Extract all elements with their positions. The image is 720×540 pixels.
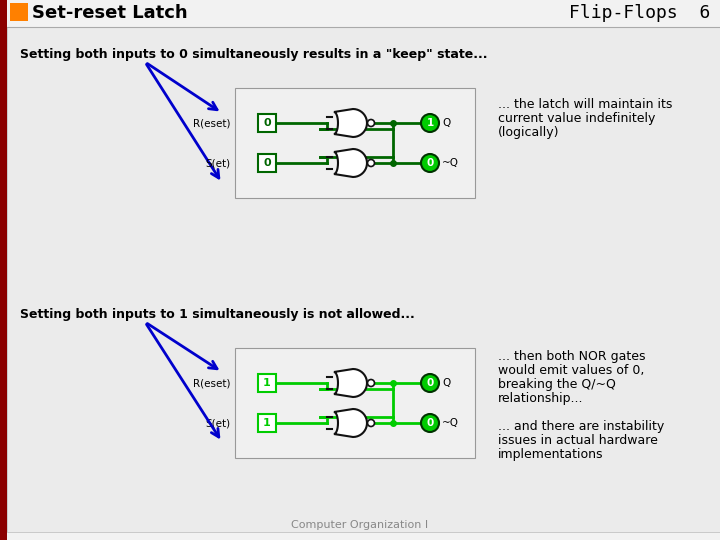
Text: 0: 0 (426, 418, 433, 428)
Bar (10, 3, 28, 21)
Text: ... and there are instability: ... and there are instability (498, 420, 665, 433)
Polygon shape (334, 149, 367, 177)
Text: 0: 0 (426, 378, 433, 388)
Text: would emit values of 0,: would emit values of 0, (498, 364, 644, 377)
Text: 0: 0 (426, 158, 433, 168)
Text: Setting both inputs to 1 simultaneously is not allowed...: Setting both inputs to 1 simultaneously … (20, 308, 415, 321)
Circle shape (421, 414, 439, 432)
Circle shape (367, 420, 374, 427)
Circle shape (367, 380, 374, 387)
Text: ... the latch will maintain its: ... the latch will maintain its (498, 98, 672, 111)
Text: 1: 1 (263, 418, 271, 428)
Circle shape (421, 114, 439, 132)
Polygon shape (334, 109, 367, 137)
Text: (logically): (logically) (498, 126, 559, 139)
Text: relationship...: relationship... (498, 392, 583, 405)
Bar (258, 374, 276, 392)
Circle shape (367, 159, 374, 166)
Polygon shape (334, 409, 367, 437)
Text: Q: Q (442, 118, 450, 128)
Text: Set-reset Latch: Set-reset Latch (32, 4, 188, 22)
Circle shape (421, 154, 439, 172)
Text: issues in actual hardware: issues in actual hardware (498, 434, 658, 447)
Bar (258, 114, 276, 132)
Text: ~Q: ~Q (442, 158, 459, 168)
Text: Computer Organization I: Computer Organization I (292, 520, 428, 530)
Text: 0: 0 (264, 158, 271, 168)
Text: R(eset): R(eset) (192, 118, 230, 128)
Text: S(et): S(et) (205, 158, 230, 168)
Text: 0: 0 (264, 118, 271, 128)
Bar (235, 88, 475, 198)
Bar (235, 348, 475, 458)
Text: Flip-Flops  6: Flip-Flops 6 (569, 4, 710, 22)
Text: S(et): S(et) (205, 418, 230, 428)
Circle shape (367, 119, 374, 126)
Text: Q: Q (442, 378, 450, 388)
Text: Setting both inputs to 0 simultaneously results in a "keep" state...: Setting both inputs to 0 simultaneously … (20, 48, 487, 61)
Text: R(eset): R(eset) (192, 378, 230, 388)
Circle shape (421, 374, 439, 392)
Text: implementations: implementations (498, 448, 603, 461)
Text: 1: 1 (426, 118, 433, 128)
Text: ~Q: ~Q (442, 418, 459, 428)
Text: breaking the Q/~Q: breaking the Q/~Q (498, 378, 616, 391)
Bar (0, 0, 7, 540)
Text: 1: 1 (263, 378, 271, 388)
Text: ... then both NOR gates: ... then both NOR gates (498, 350, 646, 363)
Text: current value indefinitely: current value indefinitely (498, 112, 655, 125)
Bar (258, 414, 276, 432)
Polygon shape (334, 369, 367, 397)
Bar (258, 154, 276, 172)
